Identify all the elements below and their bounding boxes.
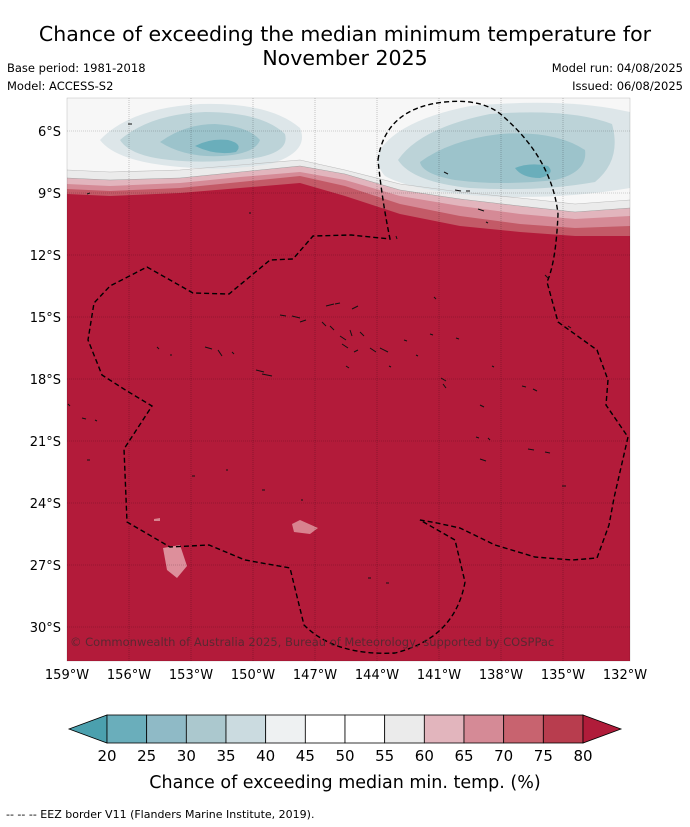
colorbar-cell	[384, 714, 425, 744]
colorbar-tick-label: 45	[296, 747, 315, 765]
lat-label: 9°S	[38, 187, 61, 202]
lon-label: 138°W	[479, 668, 523, 683]
contour-line-55	[67, 165, 630, 213]
eez-footnote: -- -- -- EEZ border V11 (Flanders Marine…	[6, 808, 315, 821]
colorbar-label: Chance of exceeding median min. temp. (%…	[149, 773, 540, 793]
blue-lobe-east-core	[515, 164, 551, 178]
lat-label: 6°S	[38, 125, 61, 140]
colorbar-under-arrow	[67, 714, 108, 744]
light-patch-1	[163, 545, 187, 578]
lon-label: 153°W	[169, 668, 213, 683]
map-title: Chance of exceeding the median minimum t…	[0, 22, 690, 70]
colorbar-over-arrow	[582, 714, 623, 744]
islands	[67, 123, 572, 584]
lon-labels: 159°W 156°W 153°W 150°W 147°W 144°W 141°…	[45, 668, 647, 683]
title-line-2: November 2025	[262, 46, 428, 70]
lat-label: 27°S	[30, 559, 61, 574]
lat-label: 24°S	[30, 497, 61, 512]
colorbar-tick-label: 40	[256, 747, 275, 765]
colorbar: 20 25 30 35 40 45 50 55 60 65 70 75 80 Chance of exc…	[67, 714, 623, 793]
lat-label: 15°S	[30, 311, 61, 326]
colorbar-cell	[344, 714, 386, 744]
lon-label: 150°W	[231, 668, 275, 683]
map-frame	[66, 97, 631, 662]
colorbar-tick-label: 60	[415, 747, 434, 765]
model-name: Model: ACCESS-S2	[7, 79, 114, 93]
colorbar-cell	[542, 714, 584, 744]
colorbar-tick-label: 20	[97, 747, 116, 765]
blue-lobe-west-core	[195, 139, 239, 154]
lon-label: 144°W	[355, 668, 399, 683]
colorbar-tick-label: 35	[216, 747, 235, 765]
colorbar-tick-label: 70	[494, 747, 513, 765]
colorbar-tick-label: 25	[137, 747, 156, 765]
lon-label: 135°W	[541, 668, 585, 683]
lon-label: 141°W	[417, 668, 461, 683]
colorbar-tick-label: 75	[534, 747, 553, 765]
lat-label: 18°S	[30, 373, 61, 388]
light-patch-3	[154, 518, 160, 521]
lat-label: 21°S	[30, 435, 61, 450]
issued-date: Issued: 06/08/2025	[572, 79, 683, 93]
model-run: Model run: 04/08/2025	[551, 61, 683, 75]
colorbar-cell	[225, 714, 267, 744]
meta-left: Base period: 1981-2018 Model: ACCESS-S2	[7, 59, 146, 95]
colorbar-cell	[146, 714, 187, 744]
lat-label: 12°S	[30, 249, 61, 264]
colorbar-cell	[304, 714, 346, 744]
colorbar-cell	[185, 714, 227, 744]
lon-label: 147°W	[293, 668, 337, 683]
colorbar-tick-labels: 20 25 30 35 40 45 50 55 60 65 70 75 80	[97, 747, 592, 765]
colorbar-tick-label: 80	[573, 747, 592, 765]
title-line-1: Chance of exceeding the median minimum t…	[38, 22, 652, 46]
colorbar-cell	[265, 714, 306, 744]
colorbar-cells	[106, 714, 584, 744]
light-patch-2	[292, 520, 318, 534]
colorbar-cell	[503, 714, 544, 744]
colorbar-tick-label: 55	[375, 747, 394, 765]
colorbar-tick-label: 50	[335, 747, 354, 765]
eez-borders	[87, 100, 629, 654]
colorbar-cell	[463, 714, 505, 744]
contour-line-50	[67, 159, 630, 205]
lon-label: 159°W	[45, 668, 89, 683]
eez-border-main	[87, 100, 629, 654]
map-copyright: © Commonwealth of Australia 2025, Bureau…	[70, 635, 554, 649]
colorbar-tick-label: 30	[177, 747, 196, 765]
lon-label: 156°W	[107, 668, 151, 683]
lat-label: 30°S	[30, 621, 61, 636]
lat-labels: 6°S 9°S 12°S 15°S 18°S 21°S 24°S 27°S 30…	[30, 125, 61, 636]
meta-right: Model run: 04/08/2025 Issued: 06/08/2025	[552, 59, 683, 95]
colorbar-tick-label: 65	[454, 747, 473, 765]
lon-label: 132°W	[603, 668, 647, 683]
base-period: Base period: 1981-2018	[7, 61, 146, 75]
map-area	[67, 98, 630, 661]
colorbar-cell	[106, 714, 148, 744]
colorbar-cell	[423, 714, 465, 744]
